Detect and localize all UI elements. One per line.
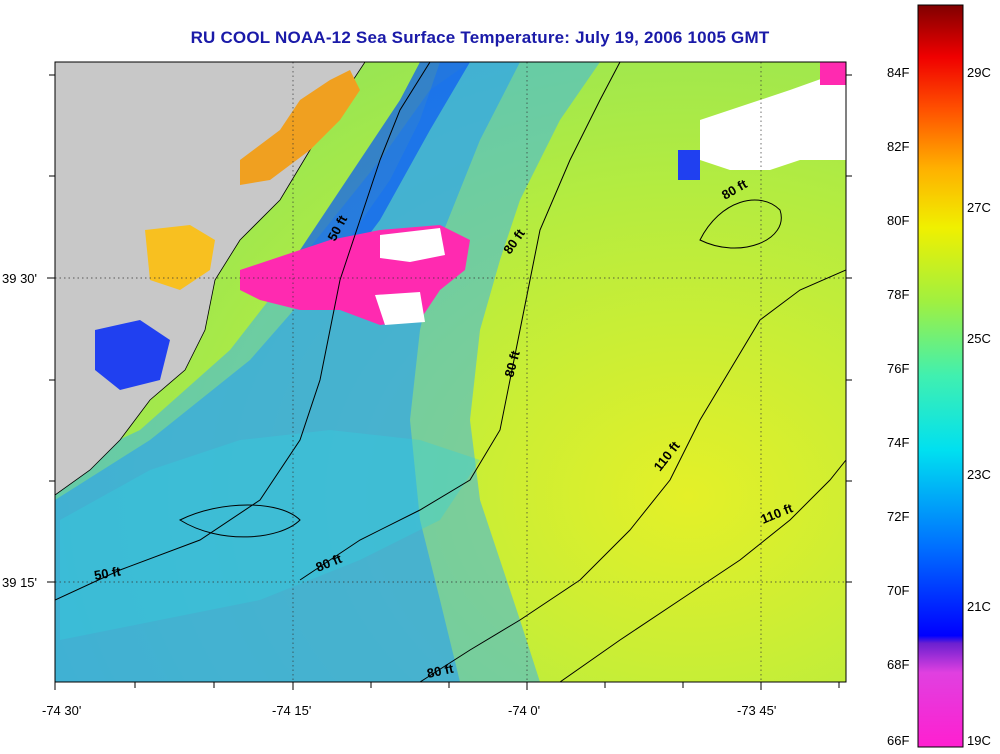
colorbar-f-70: 70F — [887, 583, 909, 598]
cloud-patch-nearshore-2 — [375, 292, 425, 325]
warm-bay-south — [145, 225, 215, 290]
colorbar-c-25: 25C — [967, 331, 991, 346]
x-tick-label-1: -74 30' — [42, 703, 81, 718]
colorbar-c-27: 27C — [967, 200, 991, 215]
contour-110ft-outer — [559, 459, 846, 682]
colorbar-f-66: 66F — [887, 733, 909, 748]
colorbar-f-74: 74F — [887, 435, 909, 450]
colorbar-gradient — [917, 4, 964, 748]
colorbar-f-68: 68F — [887, 657, 909, 672]
inlet-cold-water — [95, 320, 170, 390]
x-tick-label-4: -73 45' — [737, 703, 776, 718]
cold-water-zone — [55, 62, 520, 682]
colorbar-f-78: 78F — [887, 287, 909, 302]
contour-ridge — [178, 504, 301, 538]
depth-label-80ft-mid: 80 ft — [501, 348, 523, 378]
axis-ticks — [47, 74, 852, 690]
masked-pixels-offshore — [820, 62, 846, 85]
colorbar: 84F 82F 80F 78F 76F 74F 72F 70F 68F 66F … — [887, 4, 991, 748]
depth-label-50ft-south: 50 ft — [93, 563, 123, 583]
warm-bay-north — [240, 70, 360, 185]
colorbar-c-19: 19C — [967, 733, 991, 748]
contour-80ft — [299, 62, 621, 581]
colorbar-f-80: 80F — [887, 213, 909, 228]
y-tick-label-2: 39 15' — [2, 575, 37, 590]
cloud-patch-nearshore — [380, 228, 445, 262]
mixed-water-zone — [60, 430, 480, 640]
colorbar-c-29: 29C — [967, 65, 991, 80]
contour-shoal — [699, 199, 782, 249]
colorbar-c-23: 23C — [967, 467, 991, 482]
colorbar-f-82: 82F — [887, 139, 909, 154]
map-title: RU COOL NOAA-12 Sea Surface Temperature:… — [190, 28, 770, 47]
cold-pixels-offshore — [678, 150, 700, 180]
map-plot-area: 50 ft 80 ft 80 ft 80 ft 110 ft 110 ft 50… — [55, 62, 846, 682]
graticule — [55, 62, 846, 682]
colorbar-f-72: 72F — [887, 509, 909, 524]
contour-110ft — [419, 269, 846, 682]
bathymetry-contours — [55, 62, 846, 682]
contour-50ft — [55, 62, 431, 601]
y-tick-label-1: 39 30' — [2, 271, 37, 286]
colorbar-f-84: 84F — [887, 65, 909, 80]
map-frame — [54, 61, 847, 683]
cloud-patch-offshore — [700, 70, 846, 170]
depth-label-80ft-bottom: 80 ft — [426, 661, 456, 681]
colorbar-f-76: 76F — [887, 361, 909, 376]
x-tick-label-2: -74 15' — [272, 703, 311, 718]
colorbar-c-21: 21C — [967, 599, 991, 614]
x-tick-label-3: -74 0' — [508, 703, 540, 718]
